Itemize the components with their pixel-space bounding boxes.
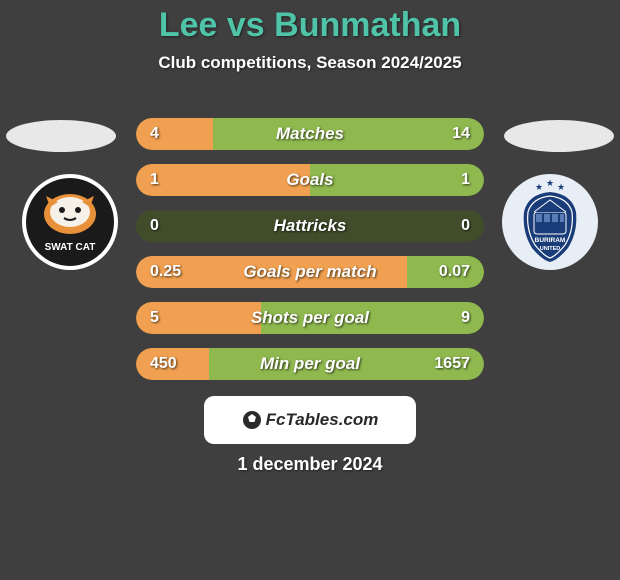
svg-text:BURIRAM: BURIRAM xyxy=(535,237,566,244)
stat-label: Goals xyxy=(136,164,484,196)
svg-text:SWAT CAT: SWAT CAT xyxy=(45,242,96,253)
left-team-badge: SWAT CAT xyxy=(20,172,120,272)
attribution-badge: FcTables.com xyxy=(204,396,416,444)
svg-text:UNITED: UNITED xyxy=(540,246,561,252)
soccer-ball-icon xyxy=(242,410,262,430)
stat-row: 00Hattricks xyxy=(136,210,484,242)
stats-table: 414Matches 11Goals 00Hattricks 0.250.07Goal… xyxy=(136,118,484,394)
left-shadow-ellipse xyxy=(6,120,116,152)
stat-row: 4501657Min per goal xyxy=(136,348,484,380)
swat-cat-icon: SWAT CAT xyxy=(20,172,120,272)
stat-row: 0.250.07Goals per match xyxy=(136,256,484,288)
stat-label: Hattricks xyxy=(136,210,484,242)
date-label: 1 december 2024 xyxy=(0,454,620,475)
page-title: Lee vs Bunmathan xyxy=(0,0,620,45)
buriram-icon: ★ ★ ★ BURIRAM UNITED xyxy=(500,172,600,272)
subtitle: Club competitions, Season 2024/2025 xyxy=(0,53,620,73)
svg-text:★: ★ xyxy=(546,178,554,188)
stat-label: Goals per match xyxy=(136,256,484,288)
stat-label: Shots per goal xyxy=(136,302,484,334)
stat-label: Min per goal xyxy=(136,348,484,380)
stat-row: 59Shots per goal xyxy=(136,302,484,334)
comparison-card: Lee vs Bunmathan Club competitions, Seas… xyxy=(0,0,620,580)
svg-text:★: ★ xyxy=(557,182,565,192)
right-shadow-ellipse xyxy=(504,120,614,152)
stat-row: 414Matches xyxy=(136,118,484,150)
stat-label: Matches xyxy=(136,118,484,150)
stat-row: 11Goals xyxy=(136,164,484,196)
right-team-badge: ★ ★ ★ BURIRAM UNITED xyxy=(500,172,600,272)
attribution-text: FcTables.com xyxy=(266,410,379,430)
svg-text:★: ★ xyxy=(535,182,543,192)
